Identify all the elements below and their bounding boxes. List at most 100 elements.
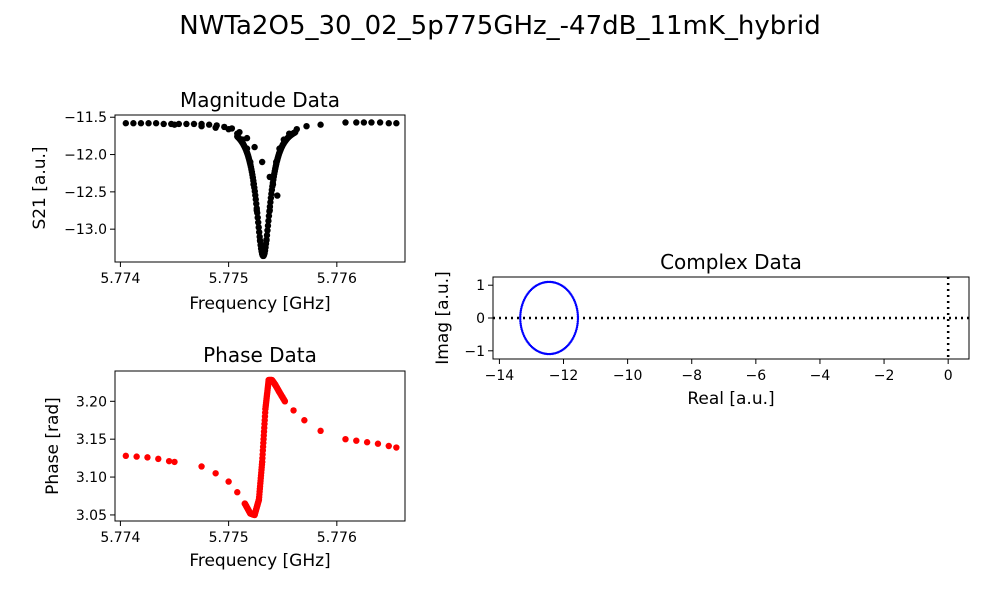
x-tick-label: 0	[944, 368, 953, 384]
data-point	[576, 320, 579, 323]
data-point	[258, 158, 266, 166]
data-point	[264, 227, 271, 234]
data-point	[292, 129, 299, 136]
data-point	[368, 119, 375, 126]
x-tick-label: 5.776	[317, 530, 357, 546]
complex-axes-frame	[492, 276, 970, 360]
data-point	[301, 417, 308, 424]
data-point	[255, 219, 262, 226]
magnitude-ticks: 5.774 5.775 5.776 −11.5 −12.0 −12.5 −13.0	[64, 110, 357, 287]
y-tick-label: 3.10	[76, 470, 107, 486]
data-point	[576, 313, 579, 316]
y-tick-label: 0	[476, 311, 485, 327]
data-point	[254, 209, 261, 217]
data-point	[255, 224, 262, 231]
data-point	[353, 119, 360, 126]
data-point	[575, 307, 579, 310]
complex-title: Complex Data	[660, 250, 802, 274]
data-point	[342, 435, 349, 443]
phase-marks	[122, 376, 400, 519]
data-point	[519, 322, 522, 325]
data-point	[122, 120, 130, 127]
data-point	[254, 214, 261, 221]
figure-title: NWTa2O5_30_02_5p775GHz_-47dB_11mK_hybrid	[179, 11, 820, 41]
data-point	[376, 119, 384, 126]
phase-panel: Phase Data 5.774 5.775 5.776 3.05 3.10 3.15 3.…	[43, 343, 406, 571]
data-point	[251, 143, 258, 151]
data-point	[145, 120, 152, 127]
magnitude-ylabel: S21 [a.u.]	[30, 146, 50, 229]
data-point	[171, 458, 178, 466]
data-point	[385, 442, 392, 450]
y-tick-label: 3.05	[76, 508, 107, 524]
data-point	[342, 119, 349, 126]
data-point	[198, 463, 205, 470]
data-point	[274, 192, 281, 199]
data-point	[576, 309, 579, 312]
y-tick-label: −1	[464, 344, 485, 360]
data-point	[225, 478, 232, 485]
data-point	[225, 125, 232, 133]
data-point	[520, 307, 523, 310]
data-point	[393, 444, 400, 451]
data-point	[317, 121, 324, 128]
data-point	[130, 120, 137, 127]
data-point	[519, 311, 522, 314]
y-tick-label: −12.5	[64, 185, 107, 201]
data-point	[519, 314, 522, 318]
data-point	[576, 314, 580, 318]
data-point	[290, 407, 297, 414]
phase-title: Phase Data	[203, 343, 317, 367]
data-point	[303, 122, 310, 130]
data-point	[198, 122, 205, 130]
complex-marks	[493, 277, 969, 359]
data-point	[183, 120, 190, 128]
data-point	[520, 326, 523, 329]
x-tick-label: −2	[874, 368, 895, 384]
data-point	[263, 232, 271, 239]
data-point	[265, 217, 272, 225]
data-point	[374, 440, 382, 447]
magnitude-marks	[122, 119, 400, 260]
magnitude-axes-frame	[114, 114, 406, 263]
data-point	[212, 124, 219, 131]
complex-ylabel: Imag [a.u.]	[433, 271, 453, 364]
data-point	[317, 427, 324, 435]
x-tick-label: −12	[549, 368, 579, 384]
phase-xlabel: Frequency [GHz]	[189, 551, 330, 571]
x-tick-label: −10	[613, 368, 643, 384]
data-point	[152, 120, 160, 127]
data-point	[385, 120, 392, 127]
data-point	[165, 457, 173, 465]
data-point	[519, 309, 523, 312]
data-point	[255, 228, 263, 236]
data-point	[576, 316, 580, 320]
phase-ylabel: Phase [rad]	[43, 397, 63, 495]
data-point	[576, 324, 579, 327]
magnitude-panel: Magnitude Data 5.774 5.775 5.776 −11.5 −12.0…	[30, 88, 406, 314]
data-point	[393, 120, 400, 127]
data-point	[265, 212, 273, 220]
data-point	[266, 208, 273, 215]
y-tick-label: −13.0	[64, 222, 107, 238]
data-point	[190, 120, 198, 128]
data-point	[205, 121, 213, 128]
data-point	[519, 320, 522, 323]
data-point	[137, 120, 145, 127]
data-point	[519, 316, 522, 320]
x-tick-label: 5.775	[209, 271, 249, 287]
data-point	[576, 311, 579, 314]
magnitude-xlabel: Frequency [GHz]	[189, 294, 330, 314]
data-point	[133, 453, 140, 460]
data-point	[281, 397, 288, 404]
data-point	[519, 313, 522, 316]
x-tick-label: −4	[810, 368, 831, 384]
magnitude-title: Magnitude Data	[180, 88, 340, 112]
data-point	[520, 305, 523, 309]
data-point	[253, 205, 260, 212]
data-point	[519, 318, 522, 322]
data-point	[122, 452, 130, 460]
complex-panel: Complex Data −14 −12 −10 −8 −6 −4 −2 0−101 Real…	[433, 250, 970, 409]
data-point	[353, 437, 360, 444]
